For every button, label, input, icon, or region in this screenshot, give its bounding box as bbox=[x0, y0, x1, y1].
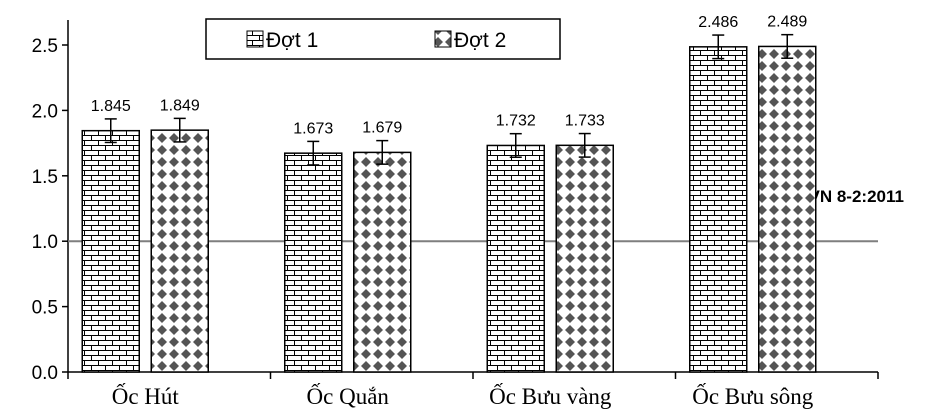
bar-series-1 bbox=[81, 129, 140, 373]
data-label: 1.849 bbox=[160, 97, 200, 114]
x-category-label: Ốc Quắn bbox=[307, 383, 390, 409]
x-category-label: Ốc Bưu vàng bbox=[489, 383, 612, 409]
bar-series-2 bbox=[555, 144, 614, 373]
data-label: 1.679 bbox=[362, 120, 402, 137]
data-label: 1.845 bbox=[91, 98, 131, 115]
y-tick-label: 2.5 bbox=[32, 36, 58, 57]
y-ticks: 0.0 0.5 1.0 1.5 2.0 2.5 bbox=[32, 36, 68, 384]
x-category-label: Ốc Bưu sông bbox=[692, 383, 814, 409]
legend: Đợt 1 Đợt 2 bbox=[205, 18, 561, 60]
bar-series-2 bbox=[758, 45, 817, 373]
bar-series-2 bbox=[150, 129, 209, 373]
legend-label-series-1: Đợt 1 bbox=[266, 29, 318, 52]
data-label: 1.733 bbox=[565, 113, 605, 130]
legend-label-series-2: Đợt 2 bbox=[454, 29, 506, 52]
x-category-label: Ốc Hút bbox=[112, 383, 180, 409]
data-label: 2.486 bbox=[698, 14, 738, 31]
data-labels: 1.845 1.849 1.673 1.679 1.732 1.733 2.486 2.489 bbox=[91, 14, 808, 138]
category-labels: Ốc Hút Ốc Quắn Ốc Bưu vàng Ốc Bưu sông bbox=[112, 383, 814, 409]
bar-series-1 bbox=[284, 152, 343, 373]
data-label: 1.673 bbox=[293, 120, 333, 137]
bars bbox=[81, 45, 817, 373]
y-tick-label: 1.0 bbox=[32, 232, 58, 253]
y-tick-label: 0.0 bbox=[32, 363, 58, 384]
legend-swatch-series-1 bbox=[246, 30, 264, 48]
x-ticks bbox=[67, 372, 879, 379]
y-tick-label: 2.0 bbox=[32, 101, 58, 122]
bar-series-2 bbox=[353, 151, 412, 373]
bar-series-1 bbox=[689, 46, 748, 373]
bar-series-1 bbox=[486, 144, 545, 373]
y-tick-label: 0.5 bbox=[32, 298, 58, 319]
y-tick-label: 1.5 bbox=[32, 167, 58, 188]
error-bars bbox=[104, 33, 794, 166]
data-label: 1.732 bbox=[496, 113, 536, 130]
legend-swatch-series-2 bbox=[434, 30, 452, 48]
data-label: 2.489 bbox=[767, 14, 807, 31]
legend-box bbox=[205, 18, 561, 60]
